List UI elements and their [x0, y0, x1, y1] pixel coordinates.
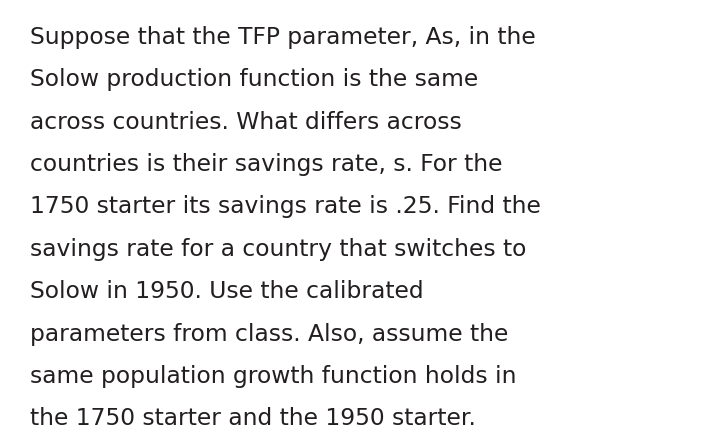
Text: parameters from class. Also, assume the: parameters from class. Also, assume the [30, 323, 508, 345]
Text: countries is their savings rate, s. For the: countries is their savings rate, s. For … [30, 153, 503, 176]
Text: Solow in 1950. Use the calibrated: Solow in 1950. Use the calibrated [30, 280, 423, 303]
Text: 1750 starter its savings rate is .25. Find the: 1750 starter its savings rate is .25. Fi… [30, 195, 541, 218]
Text: same population growth function holds in: same population growth function holds in [30, 365, 516, 388]
Text: the 1750 starter and the 1950 starter.: the 1750 starter and the 1950 starter. [30, 407, 476, 430]
Text: Suppose that the TFP parameter, As, in the: Suppose that the TFP parameter, As, in t… [30, 26, 536, 49]
Text: Solow production function is the same: Solow production function is the same [30, 68, 478, 92]
Text: across countries. What differs across: across countries. What differs across [30, 111, 462, 134]
Text: savings rate for a country that switches to: savings rate for a country that switches… [30, 238, 526, 261]
